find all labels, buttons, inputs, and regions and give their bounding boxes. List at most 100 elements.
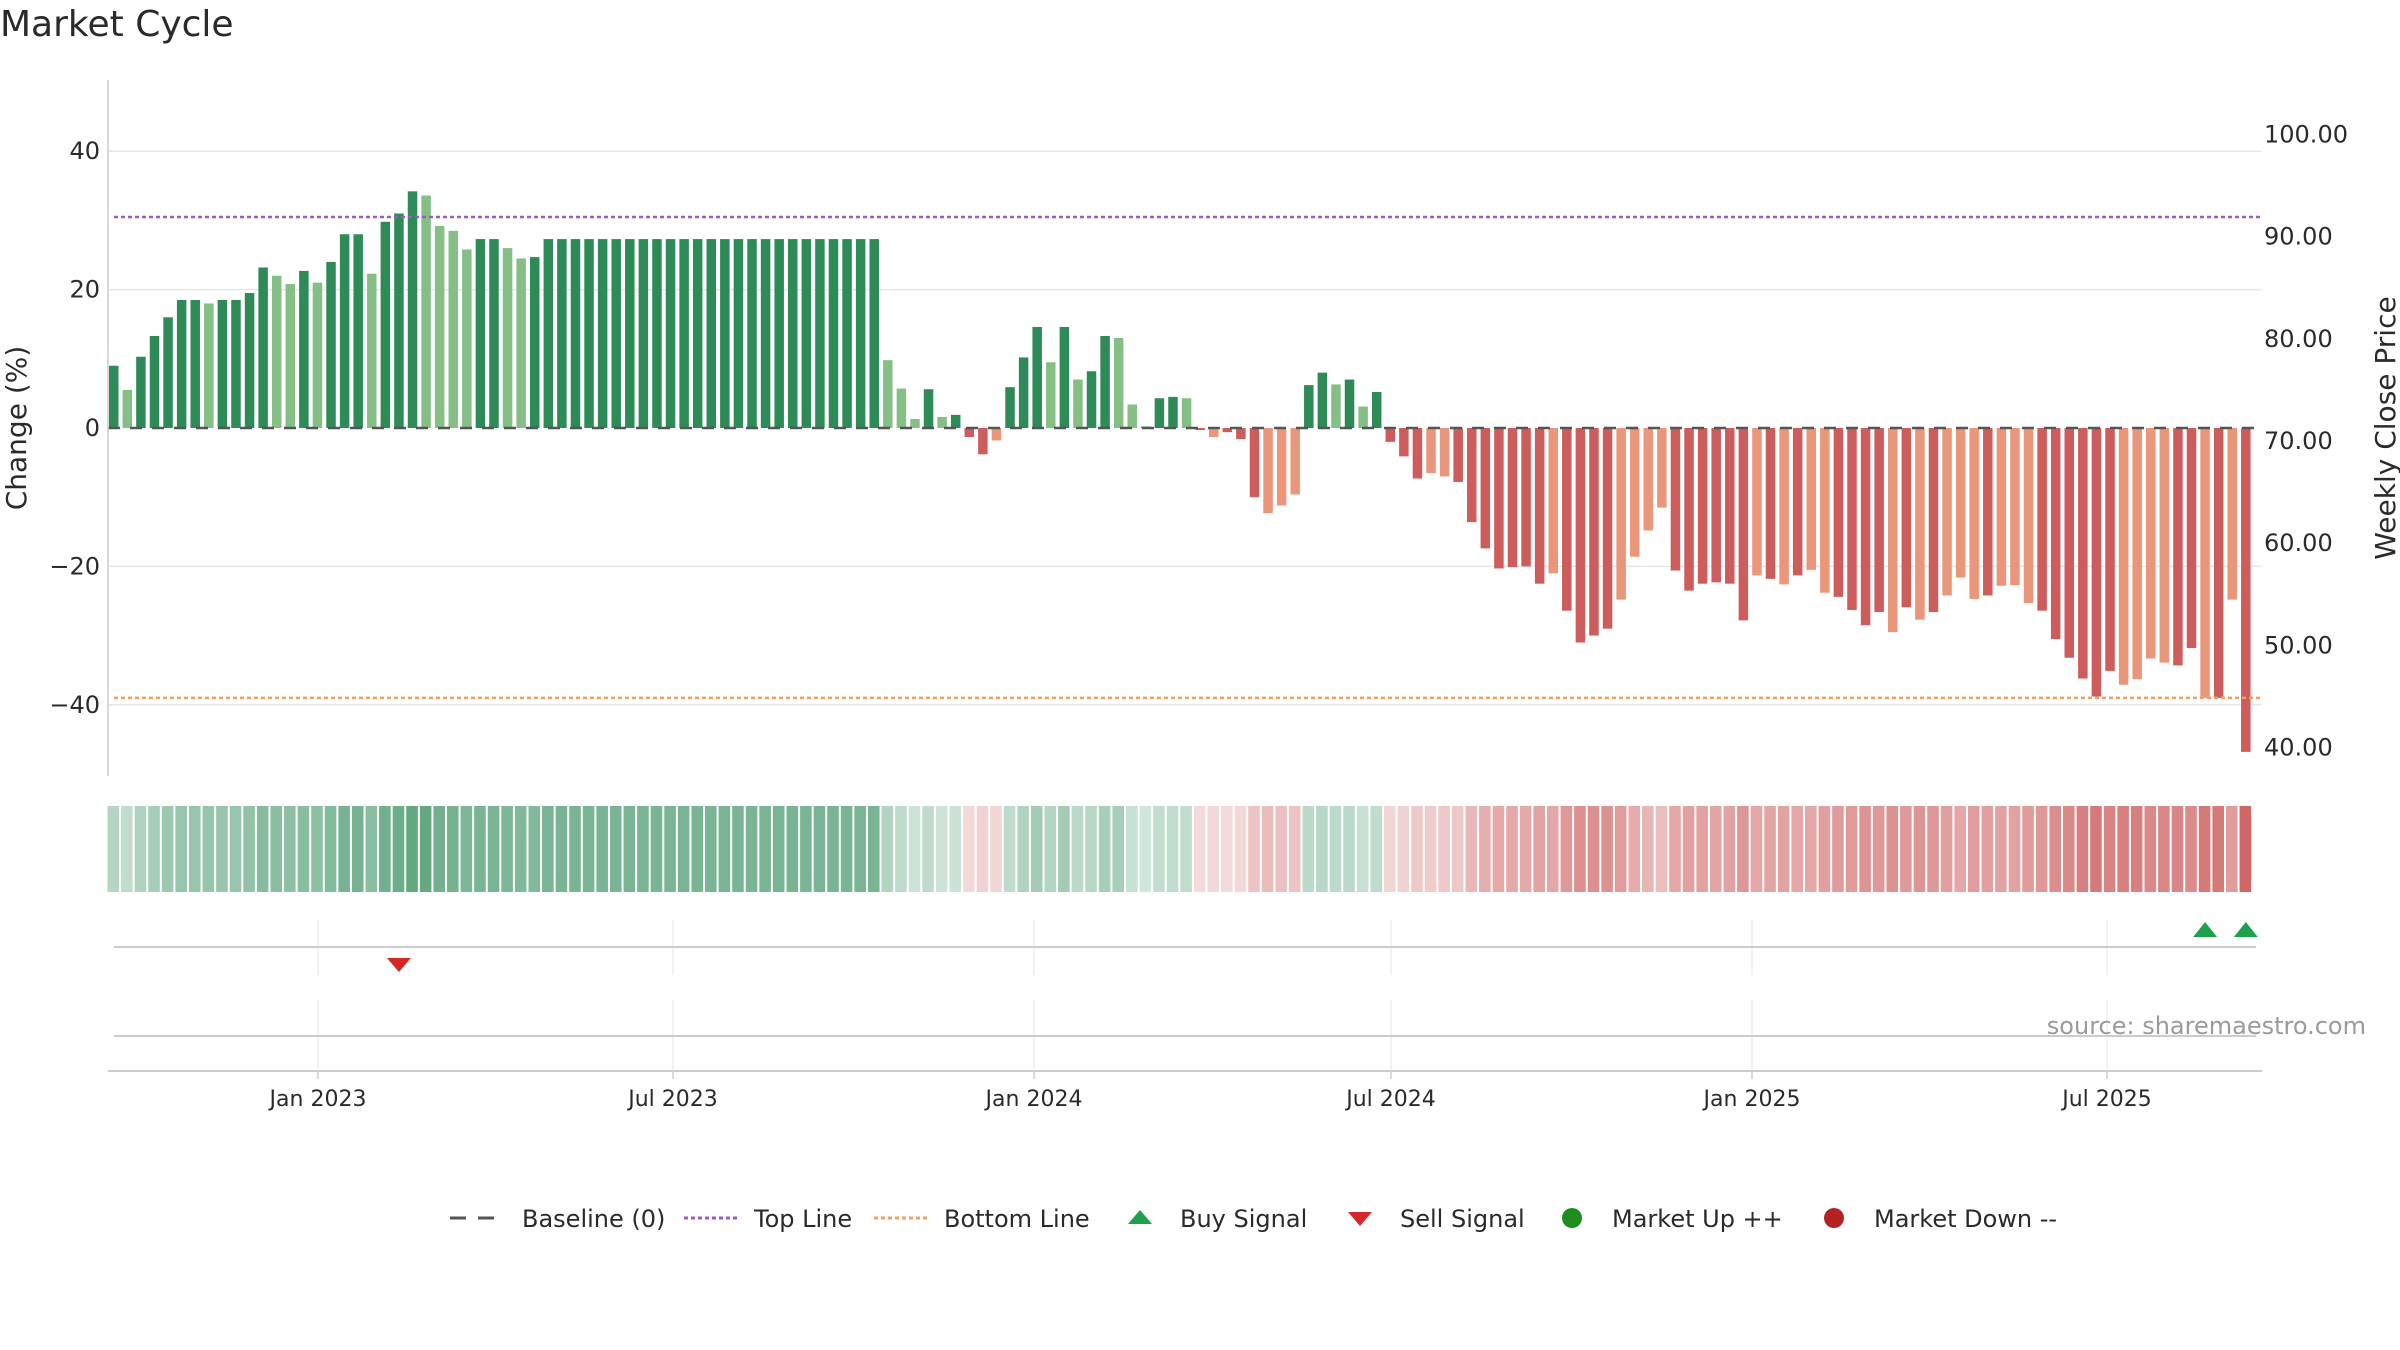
bar xyxy=(869,239,879,428)
heat-cell xyxy=(1112,806,1124,892)
heat-cell xyxy=(324,806,337,892)
y2-tick-label: 70.00 xyxy=(2264,427,2333,455)
bar xyxy=(1711,428,1721,583)
bar xyxy=(1860,428,1871,626)
bar xyxy=(1358,406,1368,428)
bar xyxy=(2173,428,2183,666)
bar xyxy=(815,239,825,428)
bar xyxy=(1168,396,1178,428)
bar xyxy=(462,249,472,428)
heat-cell xyxy=(297,806,310,892)
heat-cell xyxy=(1153,806,1165,892)
heat-cell xyxy=(270,806,283,892)
heat-cell xyxy=(759,806,771,892)
y2-tick-label: 40.00 xyxy=(2264,734,2333,762)
heat-cell xyxy=(1044,806,1057,892)
bar xyxy=(407,191,418,428)
heat-cell xyxy=(1003,806,1016,892)
bar xyxy=(1928,428,1939,613)
heat-cell xyxy=(1017,806,1029,892)
y-axis-title: Change (%) xyxy=(0,346,33,511)
y2-tick-label: 80.00 xyxy=(2264,325,2333,353)
bar xyxy=(1222,428,1233,433)
heat-cell xyxy=(2185,806,2197,892)
bar xyxy=(991,428,1002,441)
heat-cell xyxy=(2158,806,2170,892)
x-tick-label: Jan 2023 xyxy=(268,1087,367,1112)
bar xyxy=(774,239,784,428)
heat-cell xyxy=(311,806,323,892)
bar xyxy=(2078,428,2088,679)
heat-cell xyxy=(229,806,242,892)
heat-cell xyxy=(2049,806,2062,892)
bar xyxy=(978,428,988,455)
heat-cell xyxy=(1791,806,1803,892)
bar xyxy=(204,303,214,428)
bar xyxy=(543,239,554,428)
bar xyxy=(896,388,907,428)
heat-cell xyxy=(555,806,568,892)
heat-cell xyxy=(949,806,962,892)
bar xyxy=(2132,428,2142,680)
heat-cell xyxy=(1126,806,1138,892)
bar xyxy=(923,389,934,428)
bar xyxy=(801,239,812,428)
heat-cell xyxy=(2130,806,2143,892)
bar xyxy=(244,293,255,428)
heat-cell xyxy=(338,806,350,892)
heat-cell xyxy=(1465,806,1478,892)
heat-cell xyxy=(1872,806,1885,892)
heat-cell xyxy=(1288,806,1301,892)
heat-cell xyxy=(895,806,907,892)
bar xyxy=(326,261,336,428)
heat-cell xyxy=(609,806,622,892)
bar xyxy=(1548,428,1558,574)
heat-cell xyxy=(1995,806,2007,892)
bar xyxy=(1317,372,1328,428)
heat-cell xyxy=(2117,806,2129,892)
heat-cell xyxy=(840,806,853,892)
bar xyxy=(353,234,363,428)
bar xyxy=(1331,384,1341,428)
bar xyxy=(1385,428,1396,442)
bar xyxy=(842,239,852,428)
bar xyxy=(1942,428,1952,596)
heat-cell xyxy=(1139,806,1152,892)
bar xyxy=(747,239,757,428)
bar xyxy=(2023,428,2034,604)
heat-cell xyxy=(487,806,500,892)
bar xyxy=(2105,428,2115,671)
heat-cell xyxy=(1370,806,1383,892)
bar xyxy=(1113,338,1124,428)
heat-cell xyxy=(1058,806,1070,892)
legend-label: Market Up ++ xyxy=(1612,1205,1783,1233)
bar xyxy=(1453,428,1463,482)
heat-cell xyxy=(2198,806,2211,892)
heat-cell xyxy=(1669,806,1681,892)
bar xyxy=(883,360,893,428)
bar xyxy=(1562,428,1572,611)
bar xyxy=(1833,428,1844,597)
bar xyxy=(2200,428,2210,698)
bar xyxy=(2186,428,2197,649)
heat-cell xyxy=(1438,806,1450,892)
bar xyxy=(788,239,798,428)
bar xyxy=(1018,357,1029,428)
buy-signal-marker xyxy=(2233,922,2258,937)
bar xyxy=(285,284,296,428)
bar xyxy=(964,428,975,437)
y2-tick-label: 50.00 xyxy=(2264,631,2333,659)
bar xyxy=(1426,428,1436,473)
bar xyxy=(489,239,499,428)
bar xyxy=(1073,379,1083,428)
y-tick-label: 40 xyxy=(69,137,100,165)
bar xyxy=(1752,428,1762,576)
heat-cell xyxy=(2212,806,2224,892)
bar xyxy=(1779,428,1789,585)
bar xyxy=(1494,428,1504,569)
heat-cell xyxy=(935,806,948,892)
heat-cell xyxy=(1411,806,1423,892)
bar xyxy=(1629,428,1640,557)
heat-cell xyxy=(474,806,486,892)
bar xyxy=(1059,326,1070,428)
